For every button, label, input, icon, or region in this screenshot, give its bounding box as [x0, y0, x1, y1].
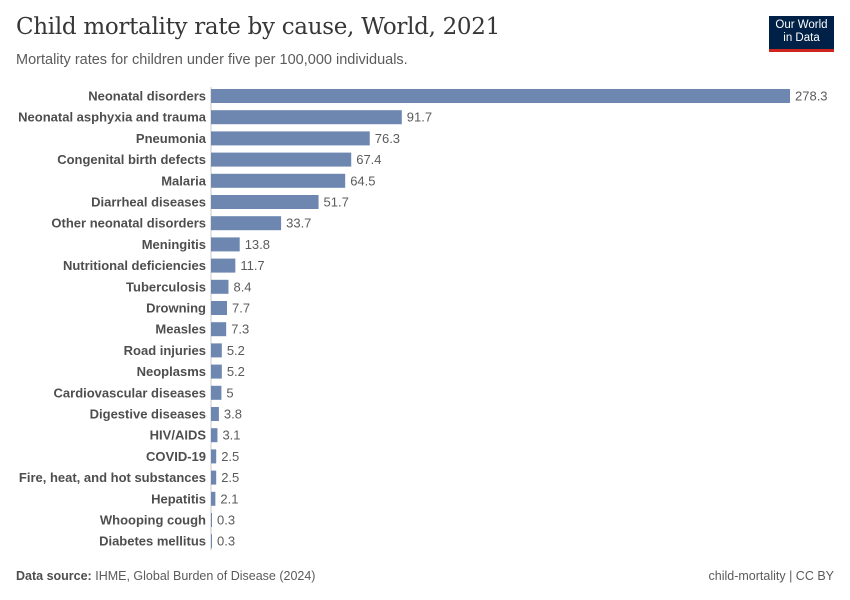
- bar[interactable]: [211, 513, 212, 527]
- bar[interactable]: [211, 364, 222, 379]
- chart-title: Child mortality rate by cause, World, 20…: [16, 14, 500, 40]
- value-label: 13.8: [245, 237, 270, 252]
- value-label: 2.5: [221, 470, 239, 485]
- category-label: Other neonatal disorders: [51, 216, 206, 231]
- category-label: Fire, heat, and hot substances: [19, 470, 206, 485]
- category-label: Diabetes mellitus: [99, 534, 206, 549]
- category-label: Tuberculosis: [126, 279, 206, 294]
- category-label: Drowning: [146, 301, 206, 316]
- category-label: Digestive diseases: [90, 407, 206, 422]
- value-label: 2.1: [220, 491, 238, 506]
- bar[interactable]: [211, 407, 219, 421]
- value-label: 0.3: [217, 513, 235, 528]
- category-label: COVID-19: [146, 449, 206, 464]
- bar[interactable]: [211, 428, 218, 443]
- value-label: 5: [226, 385, 233, 400]
- category-label: Neonatal disorders: [88, 89, 206, 104]
- value-label: 3.8: [224, 407, 242, 422]
- chart-subtitle: Mortality rates for children under five …: [16, 52, 408, 68]
- category-label: Whooping cough: [100, 513, 206, 528]
- value-label: 8.4: [233, 279, 251, 294]
- bar[interactable]: [211, 301, 228, 315]
- value-label: 278.3: [795, 89, 828, 104]
- category-label: Neonatal asphyxia and trauma: [18, 110, 207, 125]
- bar[interactable]: [211, 470, 217, 485]
- value-label: 67.4: [356, 152, 381, 167]
- bar[interactable]: [211, 385, 222, 400]
- source-label: Data source:: [16, 569, 92, 583]
- bar[interactable]: [211, 343, 222, 358]
- bar[interactable]: [211, 491, 216, 506]
- logo-line2: in Data: [783, 32, 820, 44]
- value-label: 3.1: [222, 428, 240, 443]
- category-label: Measles: [155, 322, 206, 337]
- bar[interactable]: [211, 279, 229, 294]
- bar[interactable]: [211, 110, 402, 125]
- bar[interactable]: [211, 258, 236, 273]
- owid-logo[interactable]: Our World in Data: [769, 16, 834, 52]
- bar[interactable]: [211, 131, 370, 146]
- bar[interactable]: [211, 322, 227, 337]
- bar[interactable]: [211, 534, 212, 549]
- license[interactable]: child-mortality | CC BY: [708, 569, 835, 583]
- value-label: 64.5: [350, 173, 375, 188]
- category-label: Meningitis: [142, 237, 206, 252]
- value-label: 5.2: [227, 343, 245, 358]
- data-source: Data source: IHME, Global Burden of Dise…: [16, 569, 315, 583]
- bar[interactable]: [211, 89, 790, 103]
- category-label: Congenital birth defects: [57, 152, 206, 167]
- bar[interactable]: [211, 237, 240, 252]
- value-label: 91.7: [407, 110, 432, 125]
- value-label: 51.7: [324, 195, 349, 210]
- category-label: Cardiovascular diseases: [54, 385, 206, 400]
- bar[interactable]: [211, 195, 319, 209]
- bar[interactable]: [211, 173, 346, 188]
- bar[interactable]: [211, 216, 282, 231]
- category-label: Malaria: [161, 173, 207, 188]
- category-label: Pneumonia: [136, 131, 207, 146]
- value-label: 2.5: [221, 449, 239, 464]
- category-label: Hepatitis: [151, 491, 206, 506]
- value-label: 11.7: [240, 258, 264, 273]
- value-label: 5.2: [227, 364, 245, 379]
- value-label: 76.3: [375, 131, 400, 146]
- category-label: Nutritional deficiencies: [63, 258, 206, 273]
- source-text[interactable]: IHME, Global Burden of Disease (2024): [95, 569, 316, 583]
- logo-line1: Our World: [775, 19, 828, 31]
- category-label: HIV/AIDS: [150, 428, 207, 443]
- category-label: Neoplasms: [137, 364, 206, 379]
- category-label: Diarrheal diseases: [91, 195, 206, 210]
- bar[interactable]: [211, 449, 217, 464]
- category-label: Road injuries: [124, 343, 206, 358]
- value-label: 0.3: [217, 534, 235, 549]
- bar[interactable]: [211, 152, 352, 167]
- value-label: 7.3: [231, 322, 249, 337]
- value-label: 33.7: [286, 216, 311, 231]
- value-label: 7.7: [232, 301, 250, 316]
